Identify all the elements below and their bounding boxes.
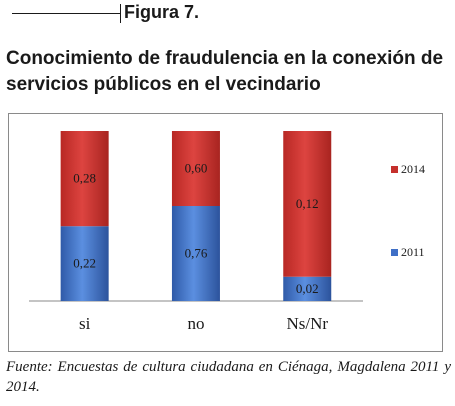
bar-2014-1 (171, 131, 220, 206)
bar-2011-0 (60, 226, 109, 301)
figure-number: Figura 7. (124, 2, 200, 22)
x-tick-label-0: si (79, 314, 91, 333)
chart-container: 0,22 0,28 si 0,76 0,60 no 0,02 0,12 Ns/Nr 2014 201… (8, 113, 443, 352)
data-label-2011-0: 0,22 (73, 256, 96, 271)
figure-rule (12, 13, 120, 14)
figure-label: Figura 7. (6, 0, 256, 24)
x-tick-label-1: no (187, 314, 204, 333)
bar-2014-2 (283, 131, 332, 277)
legend-label-2011: 2011 (401, 245, 425, 259)
data-label-2014-0: 0,28 (73, 171, 96, 186)
legend-label-2014: 2014 (401, 162, 425, 176)
bar-2011-1 (171, 206, 220, 301)
stacked-bar-chart: 0,22 0,28 si 0,76 0,60 no 0,02 0,12 Ns/Nr 2014 201… (29, 131, 425, 333)
figure-tick (120, 4, 121, 23)
chart-title: Conocimiento de fraudulencia en la conex… (6, 48, 444, 95)
data-label-2014-1: 0,60 (185, 161, 208, 176)
x-tick-label-2: Ns/Nr (286, 314, 328, 333)
data-label-2011-2: 0,02 (296, 281, 319, 296)
data-label-2011-1: 0,76 (185, 246, 208, 261)
source-note: Fuente: Encuestas de cultura ciudadana e… (6, 359, 451, 395)
bar-2011-2 (283, 276, 332, 301)
legend-swatch-2011 (391, 249, 398, 256)
bar-2014-0 (60, 131, 109, 227)
data-label-2014-2: 0,12 (296, 196, 319, 211)
legend-swatch-2014 (391, 166, 398, 173)
